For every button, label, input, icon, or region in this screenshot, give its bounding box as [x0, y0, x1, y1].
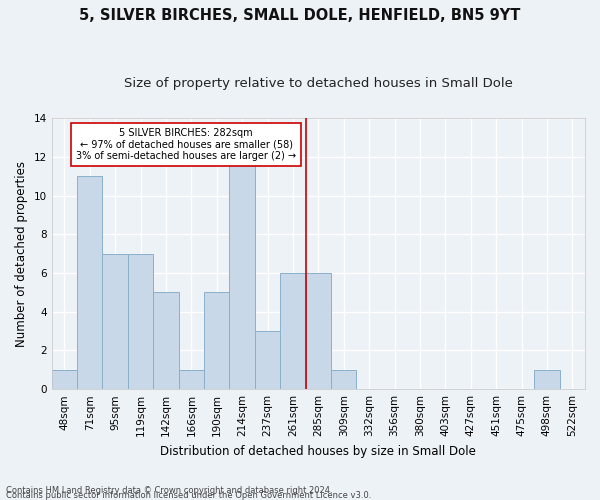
Bar — [255, 331, 280, 389]
Bar — [128, 254, 153, 389]
Bar — [52, 370, 77, 389]
Text: Contains HM Land Registry data © Crown copyright and database right 2024.: Contains HM Land Registry data © Crown c… — [6, 486, 332, 495]
Text: 5 SILVER BIRCHES: 282sqm
← 97% of detached houses are smaller (58)
3% of semi-de: 5 SILVER BIRCHES: 282sqm ← 97% of detach… — [76, 128, 296, 161]
Bar — [179, 370, 204, 389]
Bar — [331, 370, 356, 389]
Title: Size of property relative to detached houses in Small Dole: Size of property relative to detached ho… — [124, 78, 513, 90]
Y-axis label: Number of detached properties: Number of detached properties — [15, 160, 28, 346]
Text: 5, SILVER BIRCHES, SMALL DOLE, HENFIELD, BN5 9YT: 5, SILVER BIRCHES, SMALL DOLE, HENFIELD,… — [79, 8, 521, 22]
Bar — [103, 254, 128, 389]
Bar — [305, 273, 331, 389]
Bar — [534, 370, 560, 389]
Bar — [77, 176, 103, 389]
X-axis label: Distribution of detached houses by size in Small Dole: Distribution of detached houses by size … — [160, 444, 476, 458]
Bar — [229, 157, 255, 389]
Text: Contains public sector information licensed under the Open Government Licence v3: Contains public sector information licen… — [6, 490, 371, 500]
Bar — [280, 273, 305, 389]
Bar — [153, 292, 179, 389]
Bar — [204, 292, 229, 389]
